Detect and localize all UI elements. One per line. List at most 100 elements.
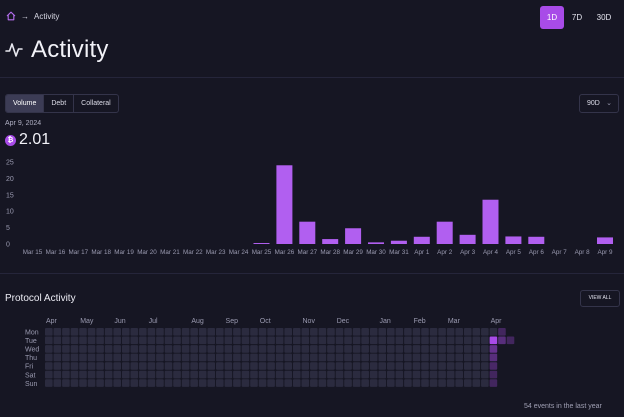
heatmap-cell[interactable]: [378, 379, 387, 387]
heatmap-cell[interactable]: [258, 370, 267, 379]
heatmap-cell[interactable]: [446, 336, 455, 345]
heatmap-cell[interactable]: [387, 353, 395, 362]
heatmap-cell[interactable]: [62, 370, 70, 379]
heatmap-cell[interactable]: [387, 345, 395, 353]
heatmap-cell[interactable]: [361, 353, 369, 362]
heatmap-cell[interactable]: [438, 362, 446, 370]
heatmap-cell[interactable]: [181, 362, 190, 370]
heatmap-cell[interactable]: [412, 336, 421, 345]
heatmap-cell[interactable]: [70, 345, 79, 353]
heatmap-cell[interactable]: [335, 345, 344, 353]
heatmap-cell[interactable]: [139, 328, 147, 336]
heatmap-cell[interactable]: [335, 328, 344, 336]
heatmap-cell[interactable]: [378, 336, 387, 345]
heatmap-cell[interactable]: [198, 345, 207, 353]
heatmap-cell[interactable]: [463, 353, 472, 362]
heatmap-cell[interactable]: [369, 328, 378, 336]
heatmap-cell[interactable]: [463, 328, 472, 336]
volume-bar[interactable]: [276, 165, 293, 244]
heatmap-cell[interactable]: [258, 362, 267, 370]
heatmap-cell[interactable]: [318, 336, 327, 345]
heatmap-cell[interactable]: [421, 336, 429, 345]
heatmap-cell[interactable]: [147, 345, 156, 353]
heatmap-cell[interactable]: [412, 370, 421, 379]
heatmap-cell[interactable]: [216, 345, 224, 353]
heatmap-cell[interactable]: [164, 353, 173, 362]
heatmap-cell[interactable]: [327, 353, 335, 362]
heatmap-cell[interactable]: [489, 353, 498, 362]
heatmap-cell[interactable]: [121, 328, 130, 336]
volume-bar[interactable]: [345, 228, 362, 244]
heatmap-cell[interactable]: [284, 328, 292, 336]
heatmap-cell[interactable]: [216, 353, 224, 362]
heatmap-cell[interactable]: [130, 328, 139, 336]
heatmap-cell[interactable]: [481, 345, 489, 353]
heatmap-cell[interactable]: [404, 336, 412, 345]
heatmap-cell[interactable]: [438, 353, 446, 362]
volume-bar[interactable]: [413, 236, 430, 244]
heatmap-cell[interactable]: [421, 379, 429, 387]
heatmap-cell[interactable]: [438, 328, 446, 336]
heatmap-cell[interactable]: [463, 345, 472, 353]
heatmap-cell[interactable]: [216, 362, 224, 370]
heatmap-cell[interactable]: [489, 336, 498, 345]
heatmap-cell[interactable]: [87, 328, 96, 336]
heatmap-cell[interactable]: [275, 379, 284, 387]
heatmap-cell[interactable]: [352, 345, 361, 353]
heatmap-cell[interactable]: [472, 336, 481, 345]
heatmap-cell[interactable]: [267, 379, 275, 387]
heatmap-cell[interactable]: [96, 336, 104, 345]
heatmap-cell[interactable]: [96, 353, 104, 362]
heatmap-cell[interactable]: [292, 362, 301, 370]
heatmap-cell[interactable]: [429, 379, 438, 387]
heatmap-cell[interactable]: [79, 362, 87, 370]
heatmap-cell[interactable]: [121, 362, 130, 370]
heatmap-cell[interactable]: [224, 362, 233, 370]
heatmap-cell[interactable]: [378, 345, 387, 353]
heatmap-cell[interactable]: [258, 336, 267, 345]
heatmap-cell[interactable]: [241, 328, 250, 336]
heatmap-cell[interactable]: [113, 362, 121, 370]
heatmap-cell[interactable]: [275, 328, 284, 336]
heatmap-cell[interactable]: [104, 345, 113, 353]
heatmap-cell[interactable]: [139, 345, 147, 353]
heatmap-cell[interactable]: [387, 379, 395, 387]
heatmap-cell[interactable]: [164, 345, 173, 353]
volume-bar[interactable]: [597, 237, 613, 244]
heatmap-cell[interactable]: [147, 379, 156, 387]
heatmap-cell[interactable]: [147, 370, 156, 379]
heatmap-cell[interactable]: [481, 370, 489, 379]
heatmap-cell[interactable]: [446, 379, 455, 387]
heatmap-cell[interactable]: [267, 345, 275, 353]
heatmap-cell[interactable]: [412, 353, 421, 362]
heatmap-cell[interactable]: [164, 328, 173, 336]
heatmap-cell[interactable]: [352, 362, 361, 370]
heatmap-cell[interactable]: [318, 370, 327, 379]
heatmap-cell[interactable]: [130, 370, 139, 379]
heatmap-cell[interactable]: [352, 370, 361, 379]
heatmap-cell[interactable]: [361, 370, 369, 379]
heatmap-cell[interactable]: [121, 353, 130, 362]
heatmap-cell[interactable]: [472, 328, 481, 336]
heatmap-cell[interactable]: [275, 353, 284, 362]
heatmap-cell[interactable]: [139, 336, 147, 345]
heatmap-cell[interactable]: [173, 370, 181, 379]
heatmap-cell[interactable]: [481, 379, 489, 387]
heatmap-cell[interactable]: [207, 345, 216, 353]
heatmap-cell[interactable]: [438, 370, 446, 379]
heatmap-cell[interactable]: [310, 370, 318, 379]
heatmap-cell[interactable]: [292, 370, 301, 379]
heatmap-cell[interactable]: [233, 370, 241, 379]
heatmap-cell[interactable]: [241, 370, 250, 379]
heatmap-cell[interactable]: [421, 345, 429, 353]
heatmap-cell[interactable]: [352, 328, 361, 336]
heatmap-cell[interactable]: [121, 370, 130, 379]
heatmap-cell[interactable]: [156, 353, 164, 362]
heatmap-cell[interactable]: [395, 362, 404, 370]
heatmap-cell[interactable]: [70, 336, 79, 345]
heatmap-cell[interactable]: [190, 336, 198, 345]
heatmap-cell[interactable]: [292, 353, 301, 362]
heatmap-cell[interactable]: [156, 362, 164, 370]
heatmap-cell[interactable]: [241, 353, 250, 362]
heatmap-cell[interactable]: [96, 370, 104, 379]
